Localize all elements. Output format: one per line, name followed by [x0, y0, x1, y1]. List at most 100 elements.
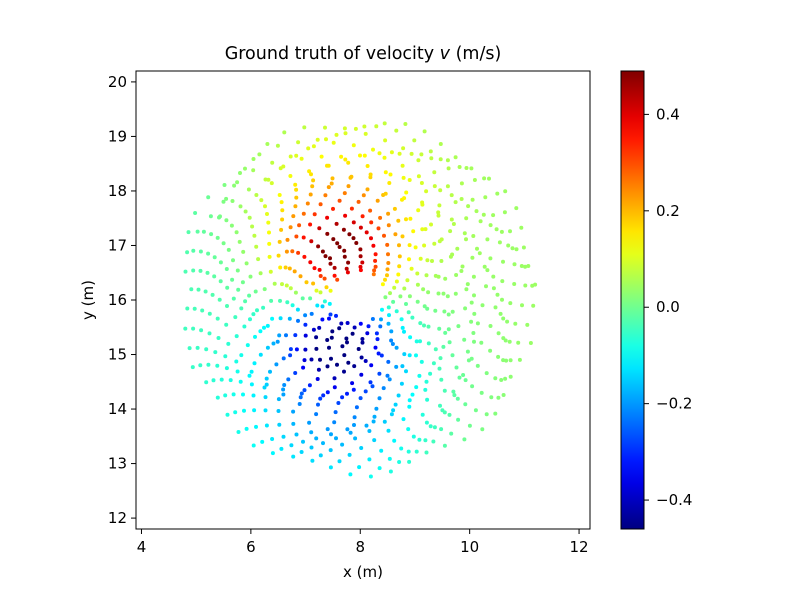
y-tick-label: 19: [108, 127, 127, 145]
scatter-point: [199, 328, 204, 333]
scatter-point: [314, 288, 319, 293]
y-tick-label: 13: [108, 455, 127, 473]
scatter-point: [243, 209, 248, 214]
scatter-point: [224, 322, 229, 327]
scatter-point: [424, 189, 429, 194]
scatter-point: [471, 274, 476, 279]
scatter-point: [329, 432, 333, 437]
scatter-point: [236, 430, 241, 434]
scatter-point: [244, 426, 249, 431]
scatter-point: [407, 353, 412, 358]
scatter-point: [339, 154, 344, 159]
scatter-point: [276, 409, 281, 413]
scatter-point: [439, 427, 444, 432]
scatter-point: [256, 257, 261, 262]
scatter-point: [453, 200, 458, 205]
scatter-point: [342, 248, 347, 253]
scatter-point: [493, 376, 498, 381]
scatter-point: [459, 269, 464, 273]
scatter-point: [249, 369, 254, 374]
scatter-point: [365, 187, 370, 192]
scatter-point: [318, 396, 323, 401]
scatter-point: [235, 369, 240, 374]
scatter-point: [375, 198, 380, 203]
scatter-point: [278, 265, 283, 270]
x-axis: 4 6 8 10 12: [137, 529, 589, 556]
scatter-point: [385, 373, 390, 378]
scatter-point: [454, 365, 459, 370]
scatter-point: [499, 229, 504, 234]
scatter-point: [283, 265, 288, 270]
scatter-point: [370, 317, 375, 321]
scatter-point: [424, 273, 429, 278]
scatter-point: [358, 396, 363, 401]
scatter-point: [428, 371, 433, 376]
scatter-point: [331, 237, 336, 242]
scatter-point: [359, 372, 364, 377]
scatter-point: [314, 436, 319, 441]
scatter-point: [386, 223, 391, 228]
scatter-point: [376, 226, 381, 231]
scatter-point: [303, 322, 308, 327]
scatter-point: [376, 351, 381, 356]
scatter-point: [281, 434, 286, 439]
scatter-point: [417, 373, 422, 378]
scatter-point: [198, 249, 203, 254]
scatter-point: [250, 224, 255, 229]
scatter-point: [491, 274, 496, 279]
scatter-point: [307, 383, 312, 388]
y-tick-label: 12: [108, 509, 127, 527]
scatter-point: [345, 340, 349, 345]
scatter-point: [432, 241, 437, 246]
scatter-point: [345, 270, 350, 275]
scatter-point: [368, 380, 373, 385]
scatter-point: [261, 305, 266, 310]
scatter-point: [252, 233, 257, 238]
scatter-point: [501, 358, 506, 363]
scatter-point: [404, 190, 409, 195]
scatter-point: [462, 437, 467, 442]
scatter-point: [477, 251, 482, 256]
scatter-point: [393, 402, 398, 407]
scatter-point: [288, 286, 293, 291]
scatter-point: [493, 305, 498, 310]
scatter-point: [425, 258, 430, 263]
scatter-point: [330, 329, 335, 334]
scatter-point: [225, 285, 230, 290]
scatter-point: [463, 378, 468, 383]
scatter-point: [392, 206, 397, 211]
scatter-point: [288, 154, 293, 159]
scatter-point: [399, 446, 404, 451]
scatter-point: [354, 405, 359, 410]
scatter-point: [297, 223, 302, 228]
scatter-point: [500, 279, 505, 284]
scatter-point: [223, 354, 228, 359]
scatter-point: [491, 213, 496, 218]
scatter-point: [253, 334, 257, 339]
scatter-point: [463, 402, 468, 407]
scatter-point: [351, 220, 356, 225]
x-tick-label: 4: [137, 538, 147, 556]
scatter-point: [224, 366, 229, 371]
scatter-point: [207, 311, 212, 316]
scatter-point: [472, 339, 476, 344]
scatter-point: [380, 282, 385, 287]
scatter-point: [326, 185, 331, 190]
scatter-point: [460, 264, 465, 269]
scatter-point: [481, 212, 486, 217]
scatter-point: [488, 223, 493, 228]
scatter-point: [469, 300, 474, 305]
scatter-point: [335, 362, 339, 367]
scatter-point: [523, 264, 528, 269]
scatter-point: [301, 235, 306, 240]
scatter-point: [410, 392, 415, 397]
scatter-point: [224, 196, 229, 201]
scatter-point: [271, 341, 276, 346]
scatter-point: [244, 261, 249, 266]
scatter-point: [436, 210, 441, 215]
scatter-point: [280, 208, 285, 213]
scatter-point: [399, 381, 404, 386]
scatter-point: [328, 312, 333, 317]
scatter-point: [329, 356, 333, 361]
scatter-point: [204, 380, 209, 385]
